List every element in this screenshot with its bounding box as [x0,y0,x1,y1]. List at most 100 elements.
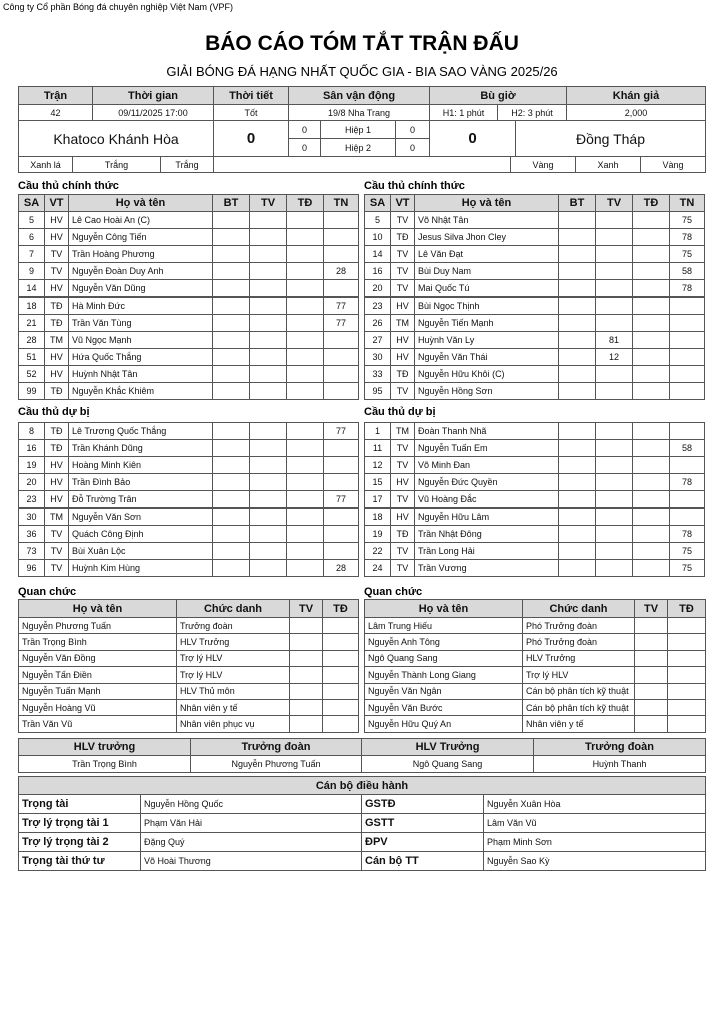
player-cell [632,330,670,349]
table-cell [667,699,706,717]
player-cell: 6 [18,228,45,247]
table-cell [289,666,323,684]
official-name: Nguyễn Sao Kỳ [483,851,706,871]
player-cell [212,330,250,349]
player-cell [669,313,705,332]
player-cell [558,490,596,509]
player-cell: 28 [323,262,359,281]
column-header: Trận [18,86,93,105]
player-cell: HV [44,364,69,383]
player-name: Bùi Xuân Lộc [68,541,213,560]
player-cell [286,490,324,509]
table-cell [289,699,323,717]
column-header: HLV trưởng [18,738,191,756]
player-cell [286,473,324,492]
column-header: SA [364,194,391,212]
player-cell [669,296,705,315]
player-cell [286,422,324,441]
player-cell: 30 [18,507,45,526]
player-cell: 17 [364,490,391,509]
player-cell: TV [44,262,69,281]
staff-role: Nhân viên y tế [176,699,290,717]
column-header: TN [323,194,359,212]
player-cell [632,245,670,264]
player-cell [323,456,359,475]
player-name: Nguyễn Văn Sơn [68,507,213,526]
player-cell [595,439,633,458]
player-cell [558,296,596,315]
player-cell: 18 [364,507,391,526]
table-cell [667,633,706,651]
column-header: VT [390,194,415,212]
player-name: Mai Quốc Tú [414,279,559,298]
player-name: Nguyễn Văn Dũng [68,279,213,298]
player-cell [212,296,250,315]
player-cell: 33 [364,364,391,383]
player-cell: HV [390,473,415,492]
official-name: Võ Hoài Thương [140,851,362,871]
player-cell: 99 [18,382,45,401]
column-header: Sân vận động [288,86,430,105]
official-role: ĐPV [361,832,484,852]
player-cell [249,245,287,264]
player-cell: 78 [669,524,705,543]
player-cell [286,507,324,526]
player-cell [632,473,670,492]
player-cell [212,490,250,509]
table-cell: 0 [395,120,430,139]
table-cell [667,649,706,668]
player-cell: 5 [18,211,45,230]
player-cell [595,473,633,492]
player-cell [595,524,633,543]
player-cell [595,313,633,332]
player-cell: 77 [323,490,359,509]
staff-name: Nguyễn Thành Long Giang [364,666,523,684]
player-cell: HV [44,456,69,475]
player-cell: TĐ [44,296,69,315]
player-cell: 78 [669,228,705,247]
player-cell [595,507,633,526]
staff-role: Phó Trưởng đoàn [522,617,635,635]
player-cell [286,296,324,315]
table-cell: Hiệp 1 [320,120,396,139]
player-cell: 28 [323,558,359,577]
player-cell [558,541,596,560]
player-name: Hoàng Minh Kiên [68,456,213,475]
table-cell [634,682,668,700]
official-role: Trợ lý trọng tài 1 [18,813,141,833]
player-cell [249,382,287,401]
table-cell [667,666,706,684]
player-cell [669,490,705,509]
column-header: Chức danh [522,599,635,618]
staff-role: Trợ lý HLV [176,649,290,668]
player-cell: 51 [18,347,45,366]
player-cell: HV [44,228,69,247]
table-cell [213,156,511,173]
player-cell: HV [44,279,69,298]
staff-name: Trần Văn Vũ [18,715,177,733]
player-name: Trần Văn Tùng [68,313,213,332]
player-cell [249,228,287,247]
player-cell [286,262,324,281]
official-name: Đặng Quý [140,832,362,852]
player-cell: TV [390,439,415,458]
staff-role: HLV Trưởng [176,633,290,651]
column-header: TĐ [322,599,359,618]
player-name: Trần Vương [414,558,559,577]
staff-name: Nguyễn Tấn Điền [18,666,177,684]
staff-name: Nguyễn Hoàng Vũ [18,699,177,717]
staff-role: HLV Thủ môn [176,682,290,700]
table-cell [289,715,323,733]
player-cell [323,245,359,264]
player-cell: 18 [18,296,45,315]
player-cell [286,313,324,332]
table-cell: H1: 1 phút [429,104,498,121]
player-cell: 26 [364,313,391,332]
player-cell [286,439,324,458]
player-cell: 27 [364,330,391,349]
player-cell [323,228,359,247]
player-cell [323,347,359,366]
player-cell [286,558,324,577]
